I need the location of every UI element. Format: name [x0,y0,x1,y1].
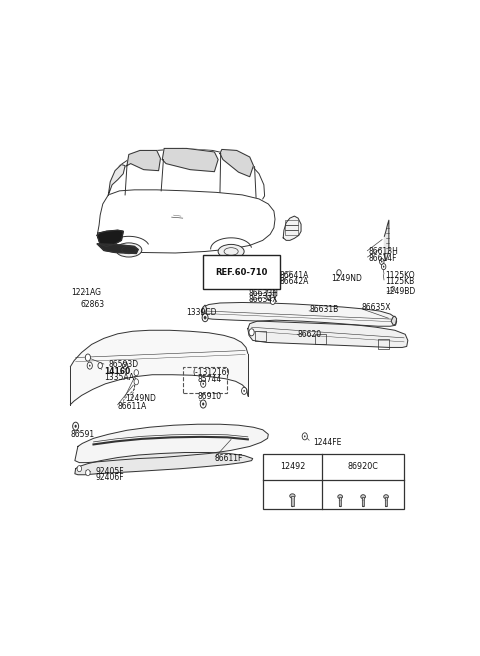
Polygon shape [202,302,396,326]
Polygon shape [97,244,138,253]
Circle shape [85,354,91,361]
Polygon shape [202,305,206,315]
Circle shape [383,266,384,268]
Circle shape [98,363,102,369]
Polygon shape [75,424,268,462]
Ellipse shape [116,243,142,257]
Text: 1249ND: 1249ND [332,274,362,283]
Circle shape [270,297,276,304]
Text: 1339CD: 1339CD [186,308,217,317]
Circle shape [241,387,247,394]
Bar [378,339,389,349]
Text: 86642A: 86642A [279,277,309,286]
Circle shape [202,314,208,321]
Bar [285,230,299,236]
Bar [183,367,227,393]
Polygon shape [220,150,253,176]
Circle shape [72,422,79,430]
Text: 86613H: 86613H [369,247,398,256]
Text: 1244FE: 1244FE [313,438,341,447]
Text: 86920C: 86920C [348,462,379,472]
Text: (-131216): (-131216) [192,368,229,377]
Text: 1221AG: 1221AG [71,289,101,297]
Circle shape [89,365,91,367]
Polygon shape [162,148,218,172]
Polygon shape [97,230,123,247]
Bar [263,453,404,509]
Polygon shape [266,289,275,299]
Circle shape [380,258,384,264]
Circle shape [77,466,82,472]
Text: 1249BD: 1249BD [385,287,416,297]
Circle shape [204,316,206,319]
Text: 1249ND: 1249ND [125,394,156,403]
Bar [97,232,104,237]
Text: 86633H: 86633H [249,289,279,298]
Bar [339,497,341,506]
Bar [362,497,364,506]
Circle shape [124,365,126,367]
Polygon shape [71,330,248,405]
Text: 86910: 86910 [198,392,222,401]
Text: 86641A: 86641A [279,271,309,280]
Bar [291,496,294,506]
Circle shape [381,260,383,262]
Circle shape [85,470,90,476]
Bar [285,225,299,230]
Text: REF.60-710: REF.60-710 [216,268,268,277]
Text: 62863: 62863 [81,300,105,308]
Text: 86631B: 86631B [309,305,338,314]
Bar [285,220,299,225]
Ellipse shape [361,495,365,499]
Polygon shape [248,320,408,348]
Circle shape [134,370,139,376]
Text: 86591: 86591 [71,430,95,440]
Text: 86611A: 86611A [118,401,147,411]
Polygon shape [384,220,389,260]
Circle shape [87,362,92,369]
Polygon shape [283,216,301,240]
Circle shape [202,403,204,405]
Text: 86634X: 86634X [249,295,278,304]
Text: 92406F: 92406F [96,473,124,482]
Circle shape [302,433,307,440]
Ellipse shape [218,245,244,258]
Polygon shape [127,150,160,171]
Ellipse shape [384,495,388,499]
Text: 1125KO: 1125KO [385,271,415,280]
Text: 1335AA: 1335AA [104,373,134,382]
Ellipse shape [338,495,343,499]
Text: 14160: 14160 [104,367,130,376]
Ellipse shape [290,494,295,498]
Bar [315,334,326,344]
Circle shape [200,400,206,408]
Circle shape [382,264,386,270]
Text: 86620: 86620 [297,330,322,338]
Circle shape [337,270,341,276]
Polygon shape [75,453,252,475]
Circle shape [391,286,395,291]
Text: 86593D: 86593D [108,360,139,369]
Circle shape [201,380,206,387]
Circle shape [203,383,204,385]
Text: 12492: 12492 [280,462,305,472]
Bar [385,497,387,506]
Circle shape [249,329,254,336]
Text: 86611F: 86611F [215,454,243,463]
Circle shape [243,390,245,392]
Circle shape [74,424,77,428]
Text: 85744: 85744 [198,375,222,384]
Circle shape [304,436,306,438]
Circle shape [122,362,128,369]
Polygon shape [108,165,125,195]
Bar [255,331,266,341]
Text: 86614F: 86614F [369,253,397,262]
Text: 92405F: 92405F [96,467,124,476]
Circle shape [134,379,139,385]
Text: 1125KB: 1125KB [385,277,415,286]
Text: 86635X: 86635X [361,302,391,312]
Polygon shape [391,316,396,325]
